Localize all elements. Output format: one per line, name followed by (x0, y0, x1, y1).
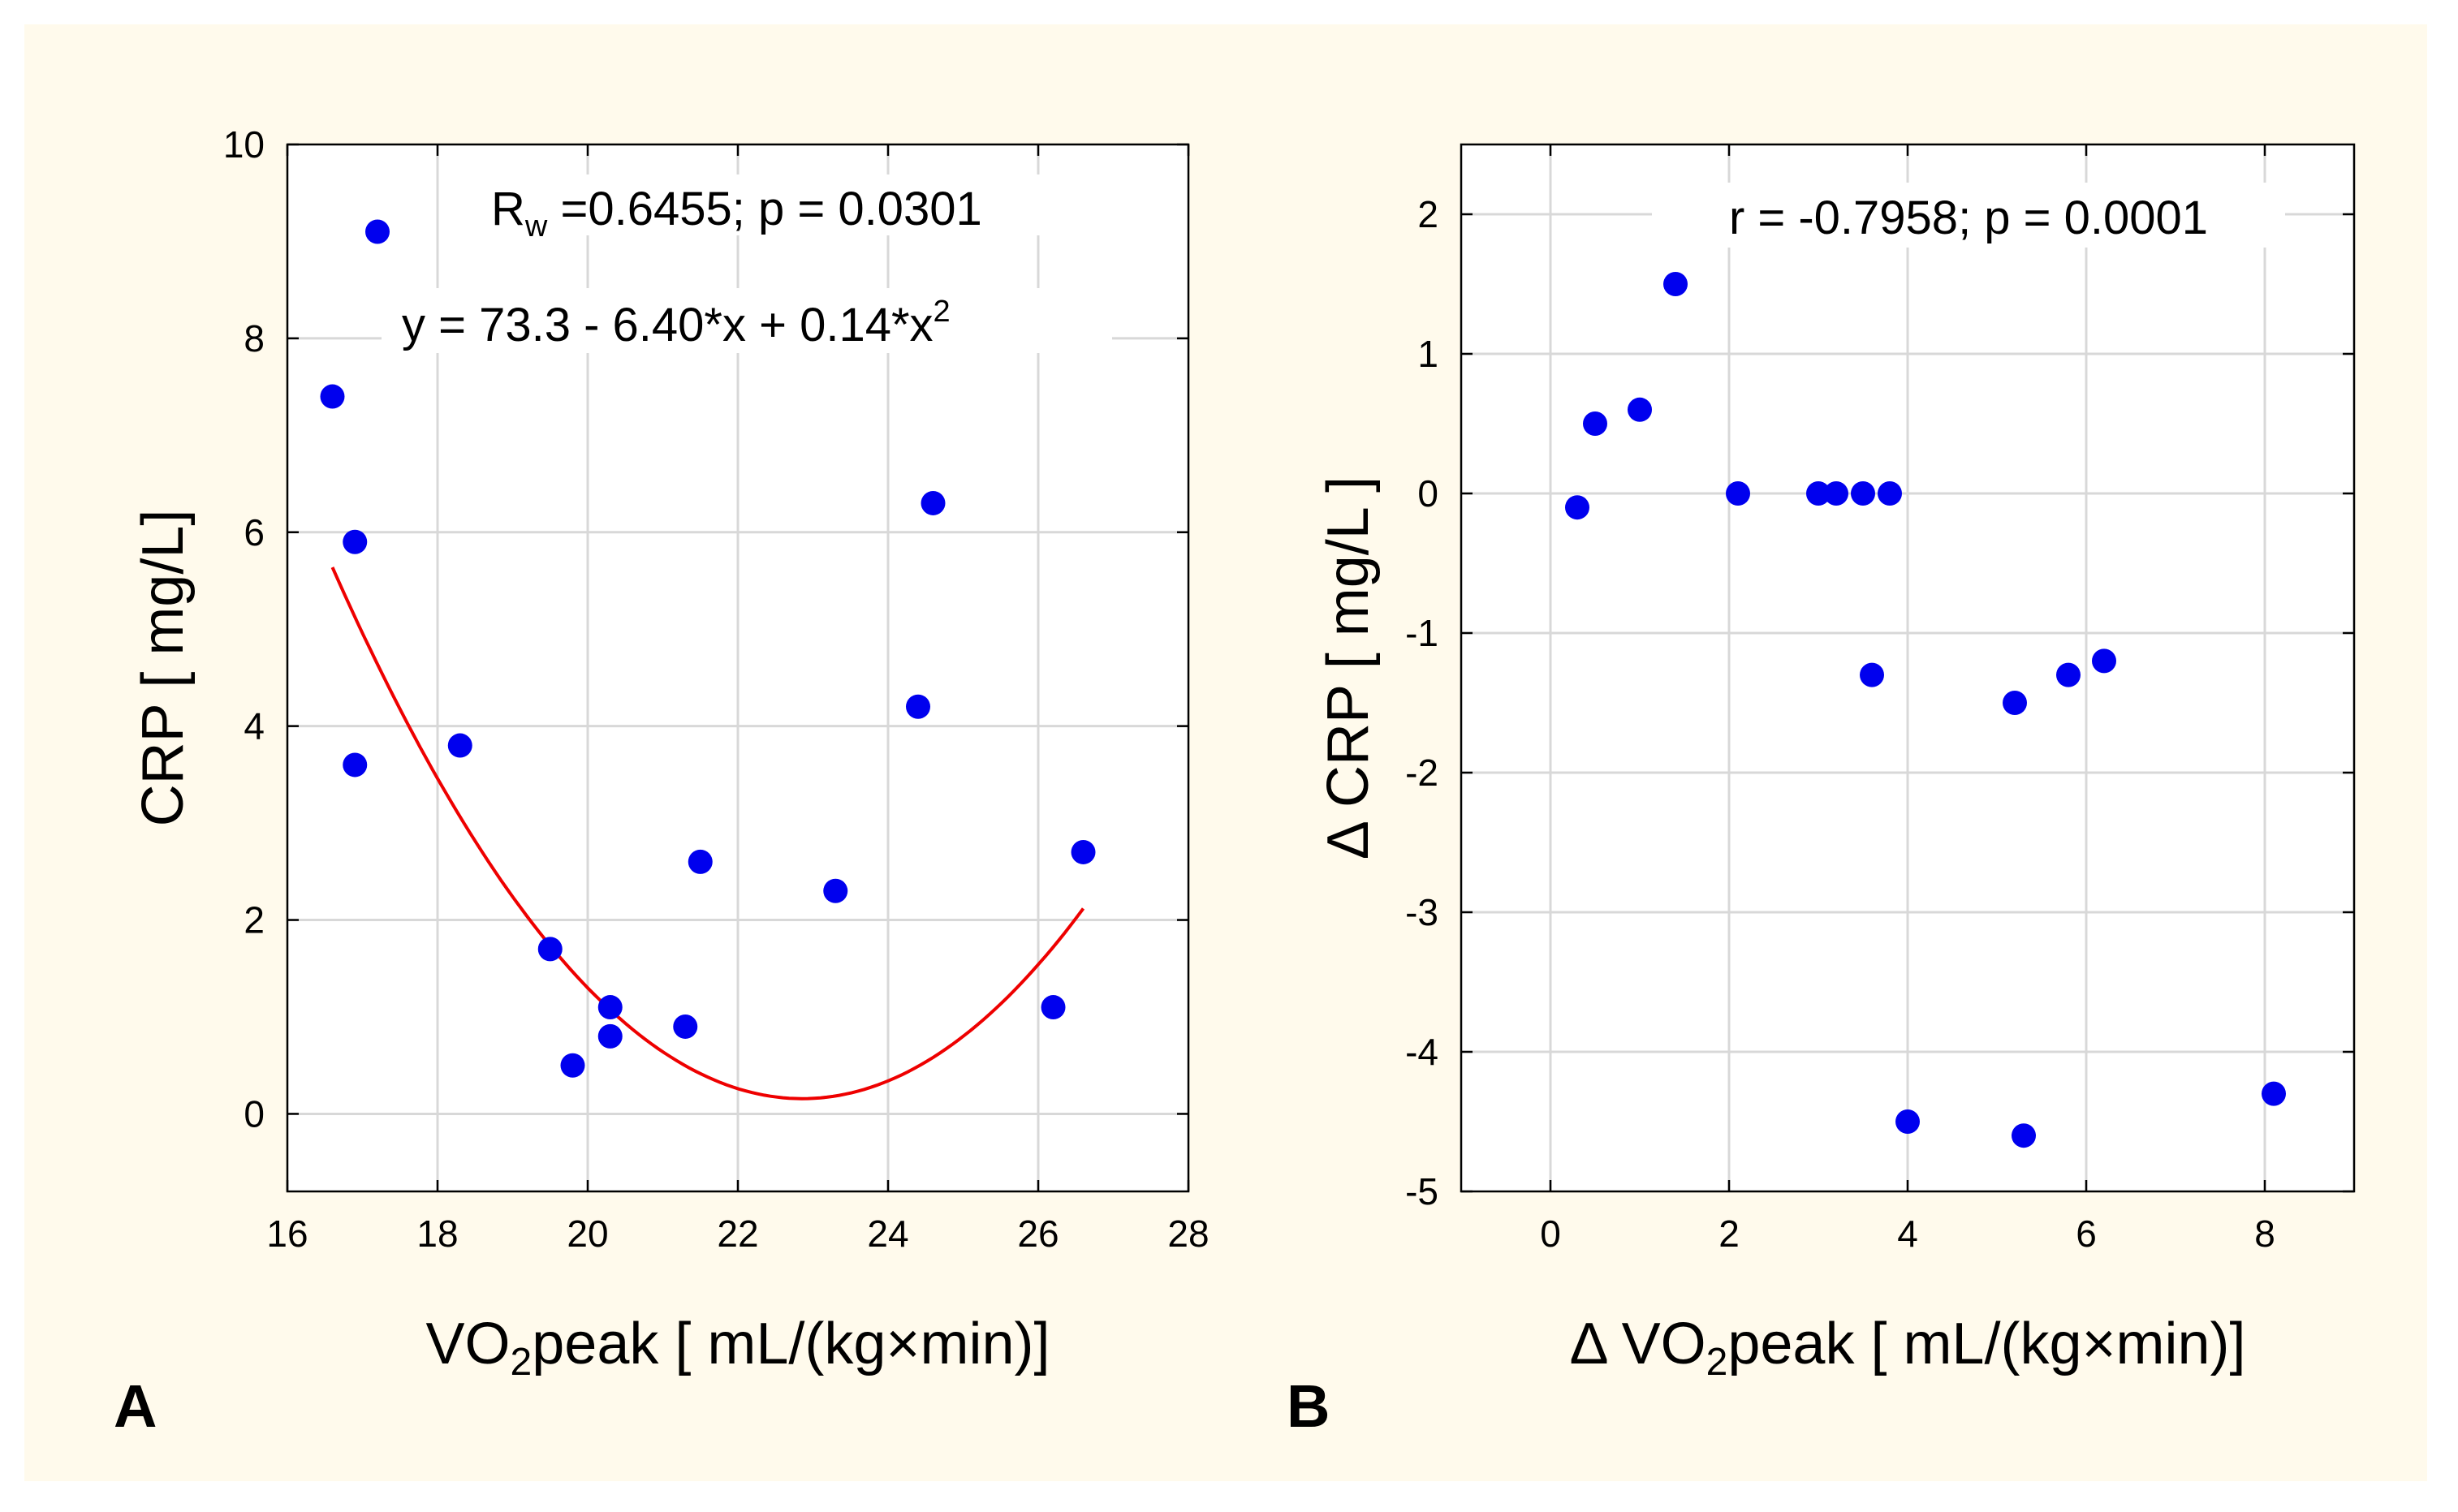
stat-annotation-a: Rw =0.6455; p = 0.0301 (491, 183, 982, 243)
data-point-b (1628, 397, 1652, 422)
data-point-b (1895, 1109, 1920, 1134)
data-point-a (688, 849, 713, 874)
y-tick-label-b: 0 (1417, 472, 1438, 515)
data-point-b (1726, 481, 1750, 506)
y-tick-label-b: -5 (1405, 1170, 1438, 1213)
x-tick-label-b: 6 (2076, 1213, 2097, 1255)
data-point-b (1806, 481, 1831, 506)
data-point-a (560, 1053, 585, 1078)
data-point-a (343, 529, 368, 554)
y-tick-label-b: -3 (1405, 891, 1438, 933)
y-axis-label-a: CRP [ mg/L] (131, 510, 196, 827)
y-tick-label-b: -4 (1405, 1031, 1438, 1073)
data-point-b (1565, 495, 1589, 520)
data-point-a (921, 490, 946, 515)
x-tick-label-b: 2 (1718, 1213, 1740, 1255)
x-tick-label-b: 8 (2254, 1213, 2275, 1255)
y-tick-label-b: -2 (1405, 752, 1438, 794)
x-tick-label-a: 28 (1167, 1213, 1209, 1255)
points-a (320, 219, 1096, 1078)
data-point-b (1583, 411, 1607, 436)
equation-annotation-a: y = 73.3 - 6.40*x + 0.14*x2 (402, 295, 951, 351)
fit-curve-line-a (330, 566, 1085, 1101)
data-point-b (2003, 691, 2027, 715)
points-b (1565, 272, 2286, 1148)
y-tick-label-a: 8 (244, 317, 265, 360)
equation-box-a (382, 288, 1112, 353)
data-point-b (2012, 1123, 2036, 1148)
data-point-a (447, 733, 472, 758)
y-tick-label-a: 2 (244, 899, 265, 941)
grid-b (1461, 144, 2354, 1191)
y-tick-label-a: 10 (223, 123, 265, 166)
x-axis-label-b: Δ VO2peak [ mL/(kg×min)] (1569, 1312, 2245, 1384)
x-tick-label-a: 20 (567, 1213, 608, 1255)
y-tick-label-a: 0 (244, 1092, 265, 1135)
y-axis-label-b: Δ CRP [ mg/L ] (1316, 476, 1381, 859)
data-point-b (1878, 481, 1902, 506)
ticks-b: 0 2 4 6 8 2 1 0 -1 -2 -3 -4 -5 (1405, 144, 2354, 1255)
data-point-a (1071, 839, 1096, 864)
data-point-b (2262, 1081, 2286, 1106)
data-point-a (365, 219, 390, 244)
data-point-b (1860, 662, 1884, 687)
data-point-a (906, 694, 930, 719)
data-point-a (673, 1014, 698, 1039)
figure: 16 18 20 22 24 26 28 0 2 4 6 8 10 Rw =0.6455; p = 0.… (24, 24, 2427, 1481)
y-tick-label-a: 4 (244, 705, 265, 747)
x-tick-label-a: 24 (867, 1213, 908, 1255)
x-tick-label-a: 16 (266, 1213, 308, 1255)
y-tick-label-b: -1 (1405, 612, 1438, 654)
data-point-a (343, 752, 368, 778)
x-tick-label-a: 26 (1017, 1213, 1059, 1255)
data-point-a (823, 878, 848, 903)
stat-box-a (483, 174, 1141, 235)
data-point-b (2056, 662, 2081, 687)
data-point-b (1663, 272, 1688, 296)
data-point-a (597, 1023, 623, 1049)
fit-curve-a (330, 566, 1085, 1101)
y-tick-label-a: 6 (244, 511, 265, 554)
x-tick-label-a: 22 (717, 1213, 758, 1255)
panel-label-a: A (114, 1372, 157, 1440)
y-tick-label-b: 2 (1417, 193, 1438, 235)
stat-box-b (1652, 183, 2285, 248)
stat-annotation-b: r = -0.7958; p = 0.0001 (1729, 192, 2208, 244)
data-point-a (537, 937, 563, 962)
x-axis-label-a: VO2peak [ mL/(kg×min)] (426, 1312, 1050, 1384)
data-point-b (1851, 481, 1875, 506)
data-point-a (320, 384, 345, 409)
data-point-b (1824, 481, 1848, 506)
data-point-a (597, 995, 623, 1020)
x-tick-label-a: 18 (416, 1213, 458, 1255)
data-point-a (1041, 995, 1066, 1020)
y-tick-label-b: 1 (1417, 333, 1438, 375)
panel-b: 0 2 4 6 8 2 1 0 -1 -2 -3 -4 -5 r = -0.7958; p = 0.00… (1287, 143, 2356, 1440)
x-tick-label-b: 4 (1897, 1213, 1918, 1255)
x-tick-label-b: 0 (1540, 1213, 1561, 1255)
data-point-b (2092, 648, 2116, 674)
panel-label-b: B (1287, 1372, 1330, 1440)
